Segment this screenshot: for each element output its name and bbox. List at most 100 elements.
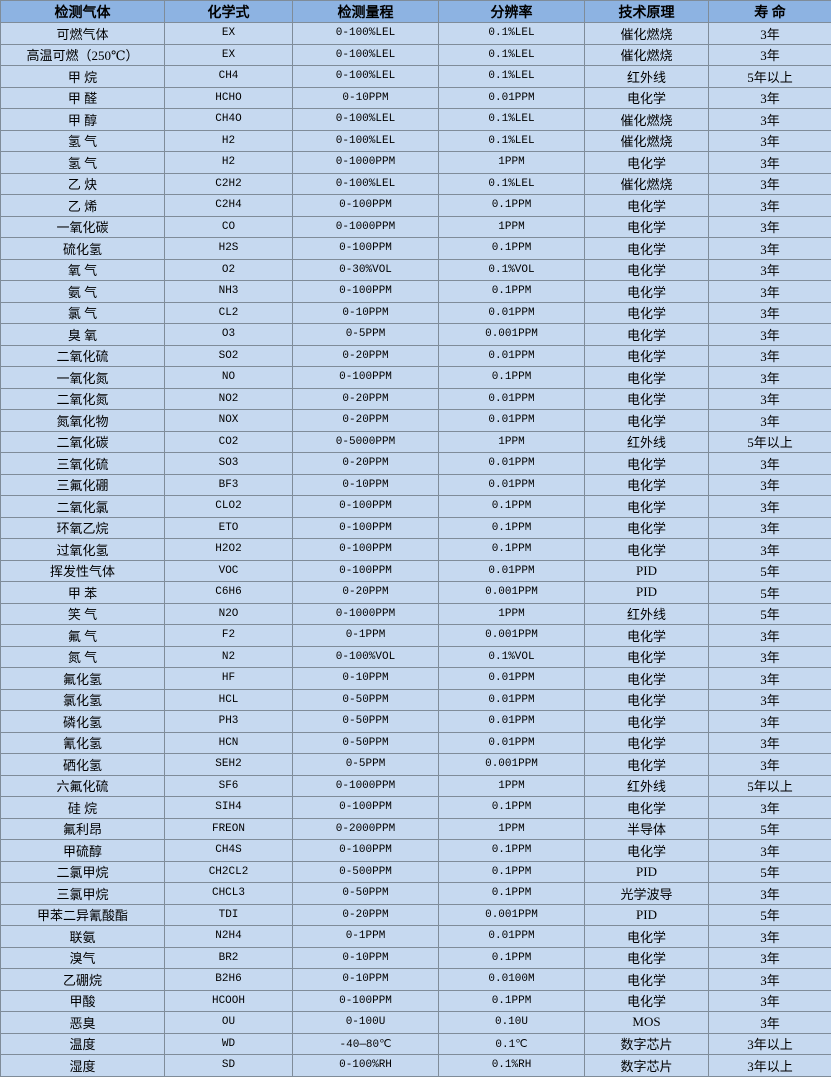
cell-range: 0-100PPM: [293, 517, 439, 539]
cell-gas: 甲硫醇: [1, 840, 165, 862]
cell-resolution: 0.01PPM: [439, 345, 585, 367]
cell-formula: SO3: [165, 453, 293, 475]
cell-resolution: 0.1%VOL: [439, 259, 585, 281]
cell-gas: 氨 气: [1, 281, 165, 303]
cell-lifetime: 3年: [709, 474, 831, 496]
cell-lifetime: 3年: [709, 797, 831, 819]
cell-formula: WD: [165, 1033, 293, 1055]
cell-gas: 氮 气: [1, 646, 165, 668]
cell-lifetime: 3年: [709, 1012, 831, 1034]
cell-range: 0-100PPM: [293, 840, 439, 862]
cell-formula: H2S: [165, 238, 293, 260]
cell-range: 0-50PPM: [293, 883, 439, 905]
cell-formula: EX: [165, 44, 293, 66]
cell-gas: 甲 醛: [1, 87, 165, 109]
cell-resolution: 0.1PPM: [439, 238, 585, 260]
cell-resolution: 0.1PPM: [439, 496, 585, 518]
cell-gas: 二氯甲烷: [1, 861, 165, 883]
cell-principle: 半导体: [585, 818, 709, 840]
cell-principle: 电化学: [585, 195, 709, 217]
cell-range: 0-20PPM: [293, 582, 439, 604]
cell-lifetime: 3年: [709, 732, 831, 754]
cell-gas: 联氨: [1, 926, 165, 948]
cell-principle: 电化学: [585, 840, 709, 862]
cell-range: 0-100PPM: [293, 539, 439, 561]
header-gas: 检测气体: [1, 1, 165, 23]
cell-gas: 二氧化硫: [1, 345, 165, 367]
cell-formula: N2O: [165, 603, 293, 625]
cell-gas: 湿度: [1, 1055, 165, 1077]
cell-principle: 电化学: [585, 969, 709, 991]
cell-formula: CH4S: [165, 840, 293, 862]
cell-range: 0-30%VOL: [293, 259, 439, 281]
cell-gas: 环氧乙烷: [1, 517, 165, 539]
cell-lifetime: 3年: [709, 216, 831, 238]
cell-resolution: 0.1%LEL: [439, 173, 585, 195]
cell-lifetime: 3年: [709, 388, 831, 410]
cell-resolution: 1PPM: [439, 603, 585, 625]
cell-formula: B2H6: [165, 969, 293, 991]
cell-range: 0-10PPM: [293, 474, 439, 496]
cell-lifetime: 3年: [709, 883, 831, 905]
cell-formula: BR2: [165, 947, 293, 969]
cell-principle: 电化学: [585, 410, 709, 432]
cell-principle: 电化学: [585, 625, 709, 647]
cell-formula: CH2CL2: [165, 861, 293, 883]
cell-formula: O3: [165, 324, 293, 346]
cell-principle: 电化学: [585, 947, 709, 969]
cell-principle: 催化燃烧: [585, 173, 709, 195]
cell-range: 0-5PPM: [293, 754, 439, 776]
cell-formula: O2: [165, 259, 293, 281]
cell-gas: 氯 气: [1, 302, 165, 324]
cell-formula: HCL: [165, 689, 293, 711]
cell-range: 0-5000PPM: [293, 431, 439, 453]
cell-range: 0-100PPM: [293, 496, 439, 518]
cell-gas: 二氧化氮: [1, 388, 165, 410]
cell-gas: 三氧化硫: [1, 453, 165, 475]
cell-gas: 氟化氢: [1, 668, 165, 690]
cell-lifetime: 5年: [709, 904, 831, 926]
cell-range: 0-10PPM: [293, 969, 439, 991]
cell-formula: SEH2: [165, 754, 293, 776]
cell-principle: 电化学: [585, 496, 709, 518]
cell-principle: PID: [585, 560, 709, 582]
cell-principle: 红外线: [585, 66, 709, 88]
cell-formula: SD: [165, 1055, 293, 1077]
cell-range: 0-5PPM: [293, 324, 439, 346]
header-lifetime: 寿 命: [709, 1, 831, 23]
cell-gas: 六氟化硫: [1, 775, 165, 797]
cell-formula: NOX: [165, 410, 293, 432]
cell-principle: 电化学: [585, 668, 709, 690]
cell-range: 0-1000PPM: [293, 775, 439, 797]
cell-formula: SO2: [165, 345, 293, 367]
cell-lifetime: 3年: [709, 87, 831, 109]
cell-resolution: 0.01PPM: [439, 474, 585, 496]
cell-gas: 硒化氢: [1, 754, 165, 776]
cell-lifetime: 3年: [709, 324, 831, 346]
cell-lifetime: 3年以上: [709, 1055, 831, 1077]
cell-range: 0-50PPM: [293, 689, 439, 711]
cell-lifetime: 3年: [709, 711, 831, 733]
cell-resolution: 0.01PPM: [439, 560, 585, 582]
cell-range: 0-20PPM: [293, 410, 439, 432]
cell-lifetime: 3年: [709, 109, 831, 131]
cell-formula: NO2: [165, 388, 293, 410]
